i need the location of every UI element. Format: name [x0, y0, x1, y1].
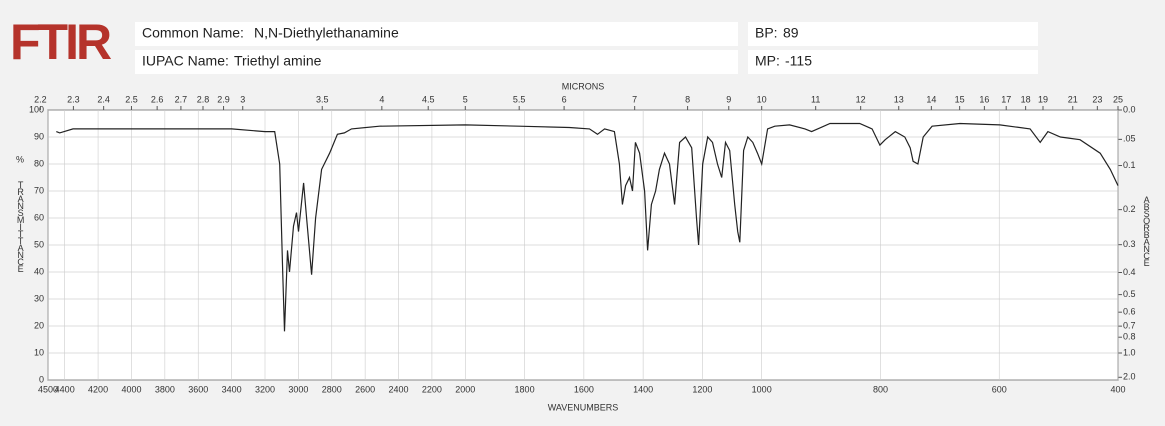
x2-tick-label: 9	[726, 94, 731, 104]
name-box	[135, 50, 738, 74]
bp-box	[748, 22, 1038, 46]
x-tick-label: 3000	[288, 384, 308, 394]
y2-label: ABSORBANCE	[1142, 195, 1152, 266]
x2-tick-label: 2.3	[67, 94, 80, 104]
x2-tick-label: 19	[1038, 94, 1048, 104]
y-tick-label: 20	[34, 320, 44, 330]
x-tick-label: 2400	[389, 384, 409, 394]
x2-tick-label: 18	[1021, 94, 1031, 104]
x2-tick-label: 3	[240, 94, 245, 104]
x2-tick-label: 7	[632, 94, 637, 104]
y2-tick-label: 0.4	[1123, 267, 1136, 277]
x2-tick-label: 21	[1068, 94, 1078, 104]
label: MP:	[755, 53, 780, 69]
x2-tick-label: 4.5	[422, 94, 435, 104]
x2-tick-label: 2.5	[125, 94, 138, 104]
x-tick-label: 4400	[55, 384, 75, 394]
x2-tick-label: 23	[1092, 94, 1102, 104]
x-tick-label: 1600	[574, 384, 594, 394]
x-tick-label: 1800	[515, 384, 535, 394]
x-tick-label: 400	[1110, 384, 1125, 394]
y-tick-label: 80	[34, 158, 44, 168]
x2-tick-label: 2.8	[197, 94, 210, 104]
y-tick-label: 40	[34, 266, 44, 276]
x-tick-label: 600	[992, 384, 1007, 394]
y2-tick-label: 0.1	[1123, 160, 1136, 170]
x2-tick-label: 2.9	[217, 94, 230, 104]
label: IUPAC Name:	[142, 53, 229, 69]
mp: -115	[785, 53, 812, 69]
y2-tick-label: 1.0	[1123, 347, 1136, 357]
spectrum	[56, 122, 1119, 332]
x-tick-label: 2200	[422, 384, 442, 394]
x2-tick-label: 17	[1001, 94, 1011, 104]
y-tick-label: 90	[34, 131, 44, 141]
y-unit: %	[16, 154, 24, 164]
label: Common Name:	[142, 25, 244, 41]
y2-tick-label: .05	[1123, 134, 1136, 144]
y2-tick-label: 0.0	[1123, 104, 1136, 114]
y-tick-label: 70	[34, 185, 44, 195]
x-tick-label: 2000	[455, 384, 475, 394]
x-label: WAVENUMBERS	[548, 402, 619, 412]
mp-box	[748, 50, 1038, 74]
x2-tick-label: 10	[757, 94, 767, 104]
x-tick-label: 800	[873, 384, 888, 394]
x-tick-label: 3400	[222, 384, 242, 394]
x-tick-label: 1000	[752, 384, 772, 394]
y2-tick-label: 0.7	[1123, 321, 1136, 331]
x-tick-label: 2800	[322, 384, 342, 394]
x-tick-label: 4000	[121, 384, 141, 394]
y2-tick-label: 2.0	[1123, 372, 1136, 382]
x2-tick-label: 2.4	[97, 94, 110, 104]
x2-tick-label: 6	[562, 94, 567, 104]
y-tick-label: 30	[34, 293, 44, 303]
y-tick-label: 10	[34, 347, 44, 357]
x2-tick-label: 2.2	[34, 94, 47, 104]
iupac-name: Triethyl amine	[234, 53, 322, 69]
y2-tick-label: 0.8	[1123, 332, 1136, 342]
y2-tick-label: 0.6	[1123, 307, 1136, 317]
x2-tick-label: 2.6	[151, 94, 164, 104]
y-tick-label: 100	[29, 104, 44, 114]
y2-tick-label: 0.5	[1123, 289, 1136, 299]
x2-tick-label: 5.5	[513, 94, 526, 104]
name-box	[135, 22, 738, 46]
x-tick-label: 3200	[255, 384, 275, 394]
x2-tick-label: 8	[685, 94, 690, 104]
common-name: N,N-Diethylethanamine	[254, 25, 399, 41]
x2-tick-label: 25	[1113, 94, 1123, 104]
x2-tick-label: 13	[894, 94, 904, 104]
x-tick-label: 4200	[88, 384, 108, 394]
x2-tick-label: 16	[979, 94, 989, 104]
logo: FTIR	[10, 14, 112, 70]
x2-label: MICRONS	[562, 81, 605, 91]
x-tick-label: 1400	[633, 384, 653, 394]
x2-tick-label: 5	[463, 94, 468, 104]
y2-tick-label: 0.2	[1123, 204, 1136, 214]
x-tick-label: 3800	[155, 384, 175, 394]
x2-tick-label: 11	[811, 94, 820, 104]
x-tick-label: 2600	[355, 384, 375, 394]
y-tick-label: 60	[34, 212, 44, 222]
x2-tick-label: 12	[856, 94, 866, 104]
x2-tick-label: 4	[379, 94, 384, 104]
y-label: TRANSMITTANCE	[16, 180, 26, 272]
x2-tick-label: 15	[955, 94, 965, 104]
x-tick-label: 4500	[38, 384, 58, 394]
x2-tick-label: 14	[926, 94, 936, 104]
label: BP:	[755, 25, 778, 41]
y-tick-label: 50	[34, 239, 44, 249]
x-tick-label: 3600	[188, 384, 208, 394]
bp: 89	[783, 25, 799, 41]
x2-tick-label: 3.5	[316, 94, 329, 104]
x-tick-label: 1200	[692, 384, 712, 394]
y2-tick-label: 0.3	[1123, 239, 1136, 249]
x2-tick-label: 2.7	[175, 94, 188, 104]
y-tick-label: 0	[39, 374, 44, 384]
